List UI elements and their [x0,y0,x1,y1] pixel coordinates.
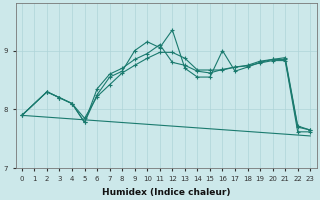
X-axis label: Humidex (Indice chaleur): Humidex (Indice chaleur) [102,188,230,197]
